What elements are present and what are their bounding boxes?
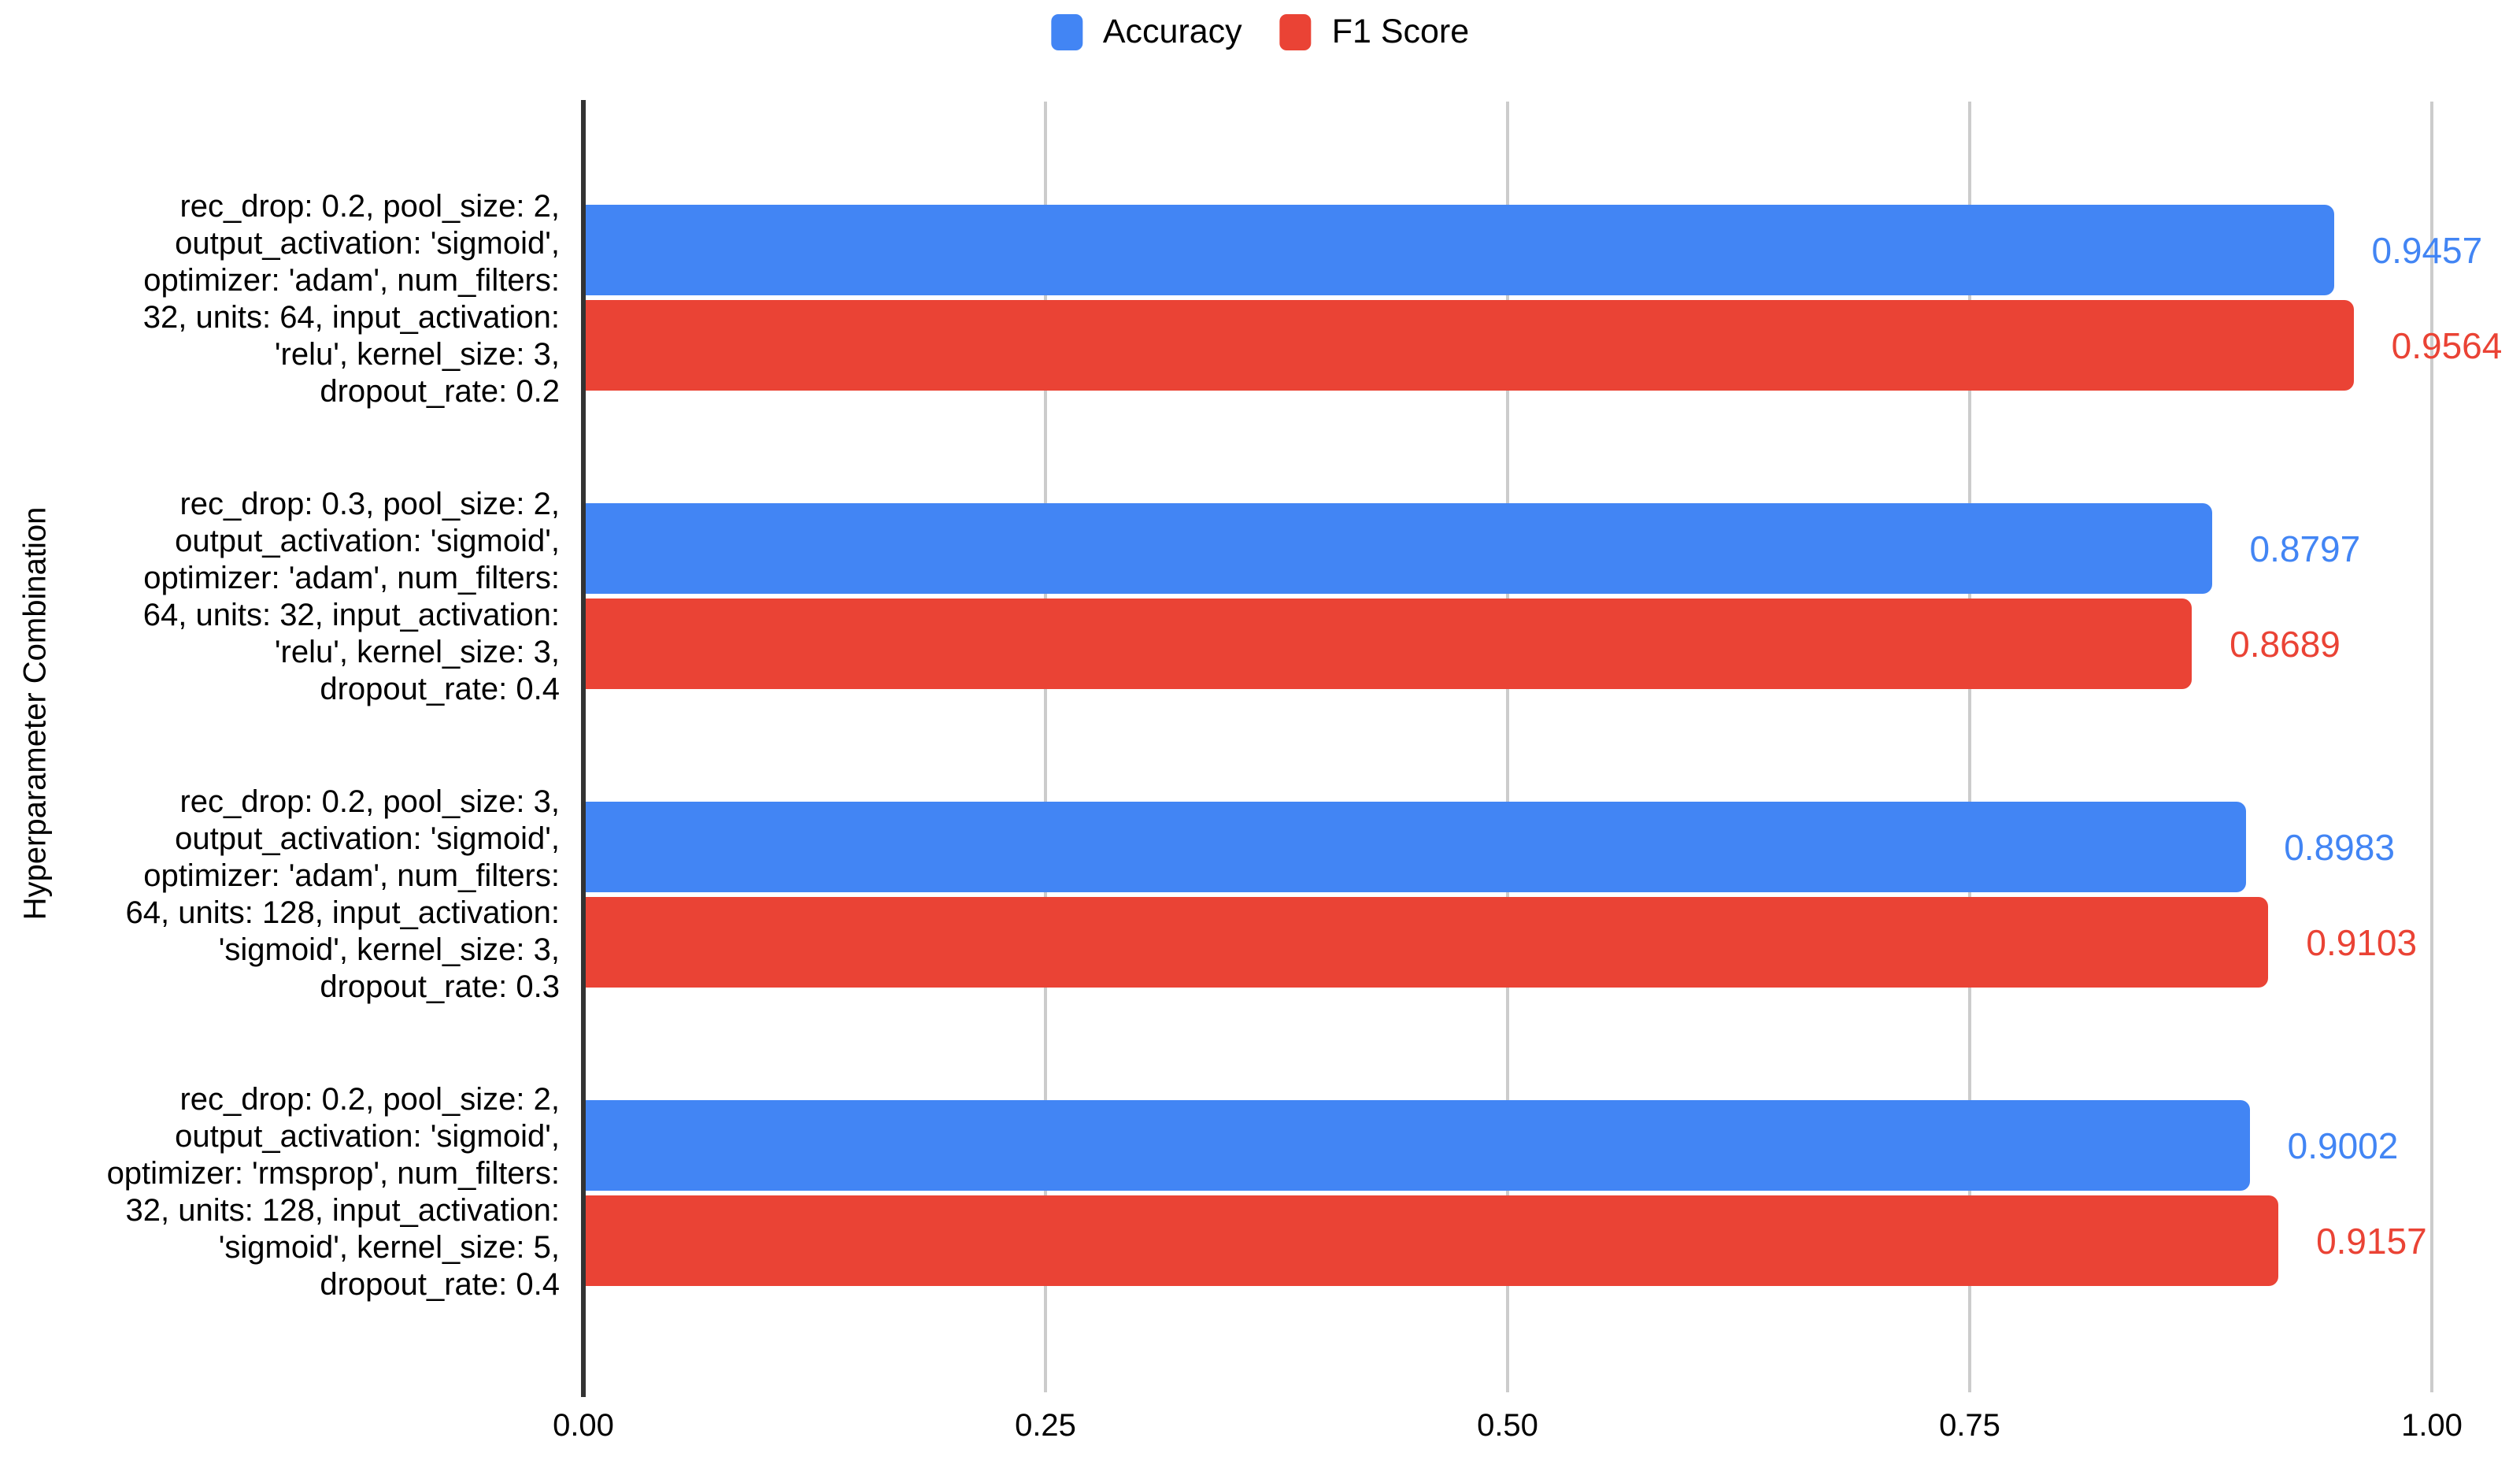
legend: Accuracy F1 Score bbox=[1050, 13, 1470, 51]
x-tick-1.00: 1.00 bbox=[2401, 1408, 2463, 1443]
f1-score-value-label-1: 0.9564 bbox=[2391, 324, 2503, 366]
x-tick-0.50: 0.50 bbox=[1477, 1408, 1538, 1443]
gridline-0-75 bbox=[1968, 102, 1971, 1392]
accuracy-bar-3 bbox=[586, 802, 2247, 892]
bar-row: 0.9157 bbox=[586, 1195, 2434, 1286]
gridline-0-25 bbox=[1044, 102, 1047, 1392]
f1-score-bar-2 bbox=[586, 599, 2193, 689]
accuracy-bar-4 bbox=[586, 1100, 2250, 1191]
bar-row: 0.8983 bbox=[586, 802, 2434, 892]
f1-score-swatch-icon bbox=[1279, 13, 1312, 50]
accuracy-bar-2 bbox=[586, 503, 2212, 594]
legend-item-accuracy: Accuracy bbox=[1050, 13, 1242, 51]
bar-row: 0.9457 bbox=[586, 205, 2482, 295]
x-tick-0.00: 0.00 bbox=[553, 1408, 614, 1443]
accuracy-bar-1 bbox=[586, 205, 2334, 295]
accuracy-value-label-3: 0.8983 bbox=[2284, 826, 2395, 868]
accuracy-value-label-1: 0.9457 bbox=[2371, 229, 2483, 271]
y-axis-title: Hyperparameter Combination bbox=[17, 506, 53, 921]
bar-group-3: 0.8983 0.9103 bbox=[586, 802, 2434, 988]
x-tick-0.75: 0.75 bbox=[1939, 1408, 2000, 1443]
bar-group-1: 0.9457 0.9564 bbox=[586, 205, 2502, 391]
accuracy-swatch-icon bbox=[1050, 13, 1082, 50]
f1-score-value-label-3: 0.9103 bbox=[2306, 921, 2418, 963]
accuracy-value-label-2: 0.8797 bbox=[2249, 528, 2361, 569]
f1-score-bar-1 bbox=[586, 300, 2354, 391]
legend-label-f1-score: F1 Score bbox=[1331, 13, 1470, 50]
y-axis-line bbox=[581, 100, 586, 1397]
f1-score-value-label-2: 0.8689 bbox=[2230, 623, 2341, 665]
category-label-1: rec_drop: 0.2, pool_size: 2, output_acti… bbox=[142, 189, 560, 409]
f1-score-bar-3 bbox=[586, 897, 2269, 988]
bar-row: 0.8797 bbox=[586, 503, 2434, 594]
category-label-2: rec_drop: 0.3, pool_size: 2, output_acti… bbox=[142, 487, 560, 706]
category-label-3: rec_drop: 0.2, pool_size: 3, output_acti… bbox=[125, 784, 560, 1004]
gridline-0-50 bbox=[1506, 102, 1509, 1392]
bar-row: 0.9103 bbox=[586, 897, 2434, 988]
bar-group-4: 0.9002 0.9157 bbox=[586, 1100, 2434, 1286]
legend-label-accuracy: Accuracy bbox=[1102, 13, 1242, 50]
f1-score-value-label-4: 0.9157 bbox=[2316, 1220, 2427, 1262]
accuracy-value-label-4: 0.9002 bbox=[2287, 1125, 2399, 1166]
bar-row: 0.8689 bbox=[586, 599, 2434, 689]
gridline-1-00 bbox=[2430, 102, 2433, 1392]
bar-group-2: 0.8797 0.8689 bbox=[586, 503, 2434, 689]
bar-row: 0.9002 bbox=[586, 1100, 2434, 1191]
bar-row: 0.9564 bbox=[586, 300, 2502, 391]
category-label-4: rec_drop: 0.2, pool_size: 2, output_acti… bbox=[106, 1082, 560, 1302]
f1-score-bar-4 bbox=[586, 1195, 2279, 1286]
plot-area: 0.9457 0.9564 0.8797 0.8689 0.8983 bbox=[581, 100, 2502, 1397]
x-tick-0.25: 0.25 bbox=[1015, 1408, 1076, 1443]
legend-item-f1-score: F1 Score bbox=[1279, 13, 1470, 51]
